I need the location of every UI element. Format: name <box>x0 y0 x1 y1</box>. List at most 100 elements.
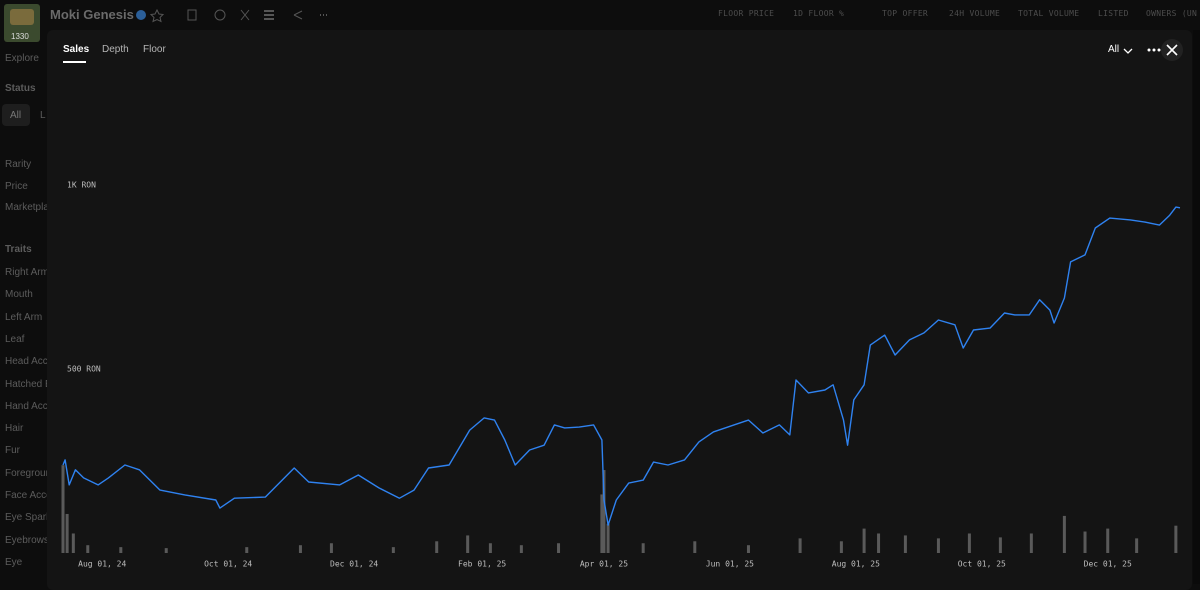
tab[interactable]: Sales <box>63 44 90 55</box>
trait-item[interactable]: Eyebrows <box>5 534 49 546</box>
share-icon[interactable] <box>293 10 303 20</box>
column-header: 24H VOLUME <box>949 9 1001 18</box>
column-header: TOP OFFER <box>882 9 929 18</box>
volume-bar <box>61 465 65 553</box>
column-header: LISTED <box>1098 9 1129 18</box>
volume-bar <box>71 533 75 553</box>
volume-bar <box>65 513 69 553</box>
volume-bar <box>936 538 940 553</box>
trait-item[interactable]: Right Arm <box>5 267 49 278</box>
scrollbar <box>1193 30 1200 584</box>
volume-bar <box>641 543 645 553</box>
trait-item[interactable]: Face Acce <box>5 490 52 501</box>
volume-bar <box>1029 533 1033 553</box>
volume-bar <box>329 543 333 553</box>
volume-bar <box>164 548 168 553</box>
more-button[interactable] <box>1147 46 1161 54</box>
y-tick-label: 1K RON <box>67 180 96 189</box>
status-title: Status <box>5 83 36 94</box>
website-icon[interactable] <box>214 9 226 21</box>
volume-bar <box>967 533 971 553</box>
verified-badge <box>136 10 146 20</box>
y-tick-label: 500 RON <box>67 364 101 373</box>
volume-bar <box>435 541 439 553</box>
x-tick-label: Oct 01, 24 <box>204 560 252 569</box>
trait-item[interactable]: Left Arm <box>5 311 43 323</box>
x-tick-label: Dec 01, 25 <box>1084 560 1132 569</box>
trait-item[interactable]: Eye <box>5 556 23 568</box>
x-tick-label: Aug 01, 25 <box>832 560 880 569</box>
volume-bar <box>1083 531 1087 553</box>
x-tick-label: Jun 01, 25 <box>706 560 754 569</box>
status-chip-bg <box>2 104 30 126</box>
tab-underline <box>63 61 86 63</box>
trait-item[interactable]: Foregroun <box>5 467 52 479</box>
column-header: FLOOR PRICE <box>718 9 775 18</box>
volume-bar <box>1174 525 1178 553</box>
logo-art <box>10 9 34 25</box>
status-option[interactable]: All <box>10 110 22 121</box>
x-tick-label: Oct 01, 25 <box>958 560 1006 569</box>
star-icon[interactable] <box>149 8 165 23</box>
list-icon[interactable] <box>264 10 274 20</box>
volume-bar <box>862 528 866 553</box>
volume-bar <box>1062 515 1066 553</box>
filter-item[interactable]: Price <box>5 180 28 192</box>
volume-bar <box>466 535 470 553</box>
volume-bar <box>903 535 907 553</box>
volume-bar <box>245 547 249 553</box>
explore-link[interactable]: Explore <box>5 53 39 64</box>
collection-title: Moki Genesis <box>50 7 134 22</box>
header-icons <box>136 8 327 23</box>
collection-logo: 1330 <box>4 4 40 42</box>
trait-item[interactable]: Leaf <box>5 333 25 345</box>
volume-bar <box>798 538 802 553</box>
status-option[interactable]: L <box>40 110 46 121</box>
trait-item[interactable]: Hair <box>5 423 24 435</box>
volume-bar <box>746 545 750 553</box>
logo-badge: 1330 <box>11 32 29 41</box>
column-header: OWNERS (UN <box>1146 9 1198 18</box>
filter-item[interactable]: Rarity <box>5 159 32 170</box>
trait-item[interactable]: Fur <box>5 445 20 457</box>
tab[interactable]: Floor <box>143 44 166 55</box>
trait-item[interactable]: Head Acce <box>5 356 54 368</box>
volume-bar <box>519 545 523 553</box>
volume-bar <box>557 543 561 553</box>
x-icon[interactable] <box>240 9 250 21</box>
price-line <box>62 206 1181 526</box>
x-tick-label: Apr 01, 25 <box>580 560 628 569</box>
trait-item[interactable]: Hand Acce <box>5 400 54 412</box>
volume-bar <box>119 547 123 553</box>
column-header: 1D FLOOR % <box>793 9 845 18</box>
volume-bar <box>488 543 492 553</box>
traits-title: Traits <box>5 244 32 255</box>
volume-bar <box>391 547 395 553</box>
trait-item[interactable]: Hatched E <box>5 378 52 390</box>
volume-bar <box>606 523 610 553</box>
volume-bar <box>298 545 302 553</box>
range-select[interactable]: All <box>1108 44 1120 55</box>
volume-bar <box>877 533 881 553</box>
trait-item[interactable]: Eye Spark <box>5 512 52 524</box>
volume-bar <box>1135 538 1139 553</box>
copy-icon[interactable] <box>187 9 197 21</box>
chevron <box>1123 48 1133 54</box>
volume-bar <box>1106 528 1110 553</box>
column-header: TOTAL VOLUME <box>1018 9 1080 18</box>
volume-bar <box>839 541 843 553</box>
volume-bar <box>600 494 604 553</box>
x-tick-label: Aug 01, 24 <box>78 560 126 569</box>
volume-bar <box>86 545 90 553</box>
trait-item[interactable]: Mouth <box>5 289 33 301</box>
x-tick-label: Dec 01, 24 <box>330 560 378 569</box>
volume-bar <box>998 537 1002 553</box>
volume-bar <box>693 541 697 553</box>
tab[interactable]: Depth <box>102 44 129 55</box>
x-tick-label: Feb 01, 25 <box>458 560 506 569</box>
filter-item[interactable]: Marketpla <box>5 202 49 213</box>
close-button[interactable] <box>1160 38 1184 62</box>
volume-bar <box>602 470 606 553</box>
